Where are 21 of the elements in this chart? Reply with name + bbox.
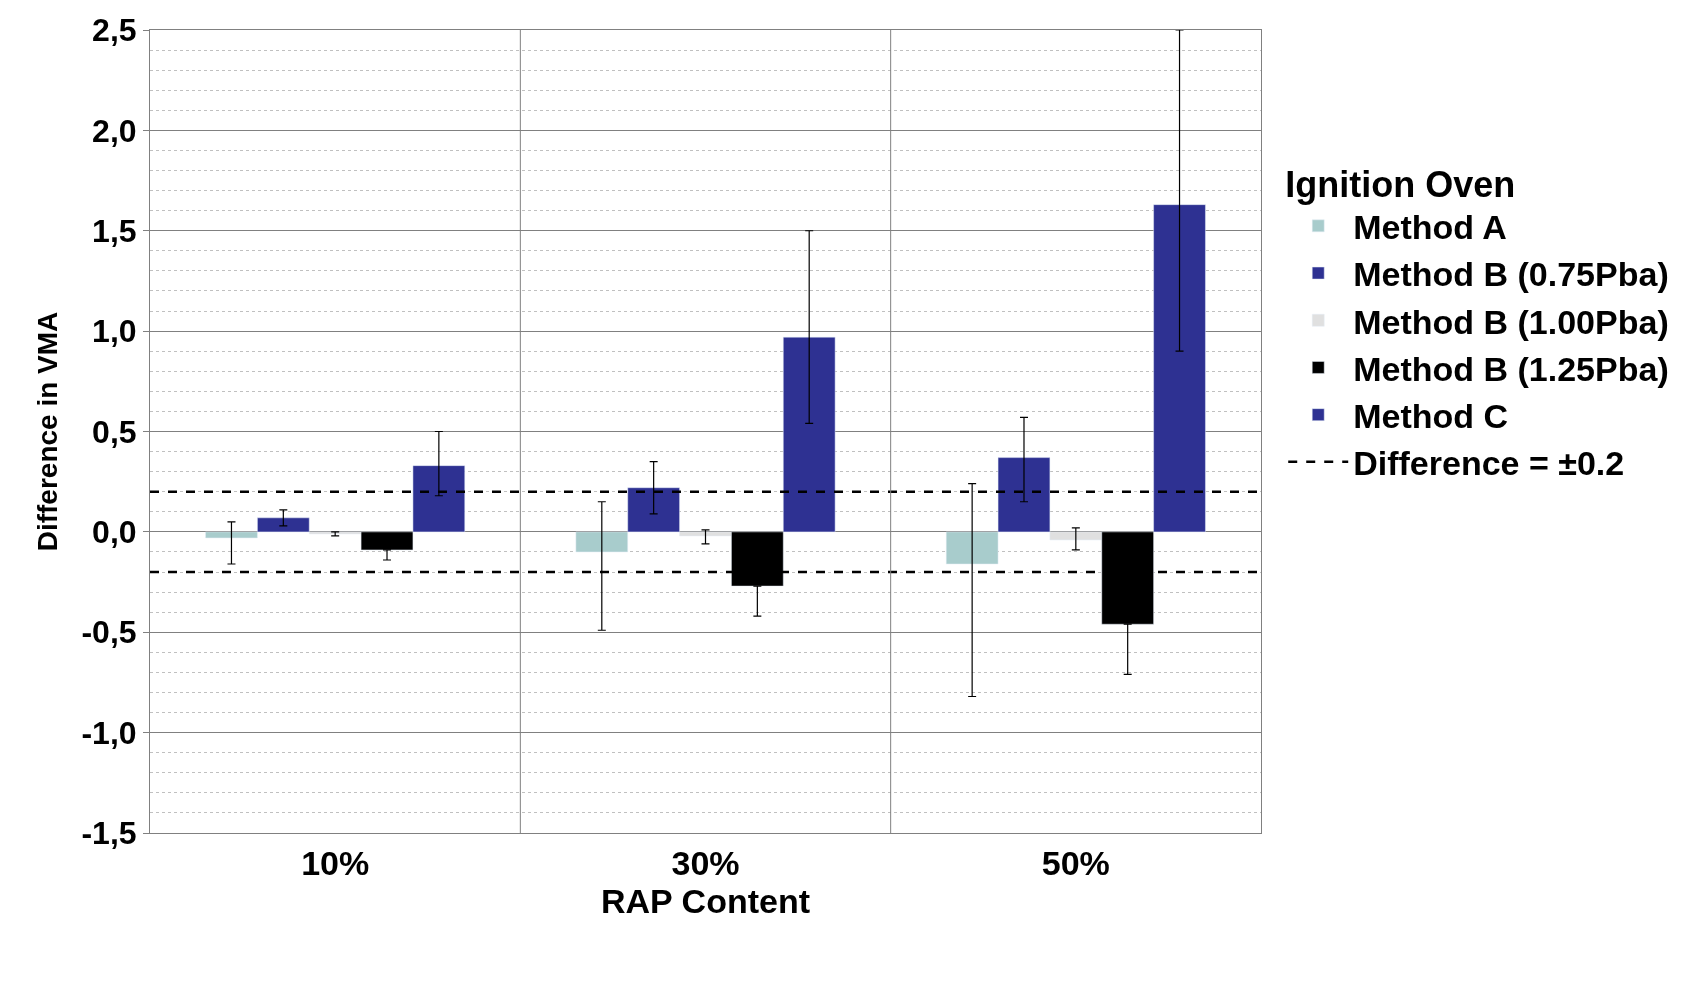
legend-label: Method C	[1353, 396, 1509, 435]
x-tick-label: 50%	[1041, 843, 1110, 882]
y-tick-label: 1,0	[92, 313, 137, 350]
legend-label: Method B (1.25Pba)	[1353, 349, 1669, 388]
x-axis-title: RAP Content	[600, 881, 811, 920]
y-tick-label: -1,0	[81, 714, 137, 751]
y-tick-label: 2,0	[92, 112, 137, 149]
y-tick-label: 0,0	[92, 514, 137, 551]
legend-label: Method A	[1353, 208, 1507, 247]
x-tick-label: 10%	[301, 843, 370, 882]
y-axis-title: Difference in VMA	[32, 311, 64, 552]
y-tick-label: -1,5	[81, 815, 137, 852]
y-tick-label: 0,5	[92, 413, 137, 450]
y-tick-label: -0,5	[81, 614, 137, 651]
x-tick-label: 30%	[671, 843, 740, 882]
y-tick-label: 1,5	[92, 212, 137, 249]
legend-label: Method B (0.75Pba)	[1353, 255, 1669, 294]
y-tick-label: 2,5	[92, 12, 137, 49]
legend-title: Ignition Oven	[1285, 164, 1516, 206]
legend-label: Method B (1.00Pba)	[1353, 302, 1669, 341]
legend-label: Difference = ±0.2	[1353, 444, 1625, 483]
